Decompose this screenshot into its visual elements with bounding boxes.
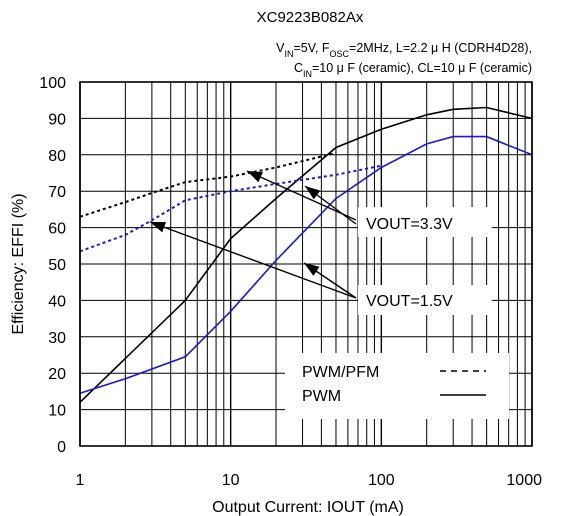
vout15-arrow-pwm-head (304, 263, 320, 276)
y-tick-label: 90 (48, 111, 66, 128)
y-tick-label: 50 (48, 257, 66, 274)
y-tick-label: 80 (48, 148, 66, 165)
vout33-arrow-pwmpfm-head (247, 171, 263, 182)
y-tick-label: 100 (39, 75, 66, 92)
vout15-label: VOUT=1.5V (366, 293, 453, 310)
chart-title: XC9223B082Ax (257, 9, 364, 26)
legend-label-2: PWM (302, 388, 341, 405)
legend-label-1: PWM/PFM (302, 364, 379, 381)
x-tick-label: 1000 (506, 472, 542, 489)
y-axis-label: Efficiency: EFFI (%) (10, 193, 27, 334)
y-tick-label: 0 (57, 439, 66, 456)
y-tick-label: 60 (48, 221, 66, 238)
x-tick-label: 100 (368, 472, 395, 489)
y-tick-label: 20 (48, 366, 66, 383)
x-tick-label: 1 (76, 472, 85, 489)
series-line-3_3V-pwm-pfm (80, 153, 336, 217)
conditions-line-2: CIN=10 μ F (ceramic), CL=10 μ F (ceramic… (294, 61, 532, 79)
x-tick-label: 10 (222, 472, 240, 489)
y-tick-label: 70 (48, 184, 66, 201)
legend: PWM/PFM PWM (285, 353, 509, 419)
y-tick-label: 30 (48, 330, 66, 347)
y-tick-label: 10 (48, 403, 66, 420)
x-axis-label: Output Current: IOUT (mA) (212, 499, 404, 516)
legend-box (285, 353, 509, 419)
conditions-line-1: VIN=5V, FOSC=2MHz, L=2.2 μ H (CDRH4D28), (276, 41, 532, 59)
y-tick-label: 40 (48, 293, 66, 310)
vout33-label: VOUT=3.3V (366, 216, 453, 233)
